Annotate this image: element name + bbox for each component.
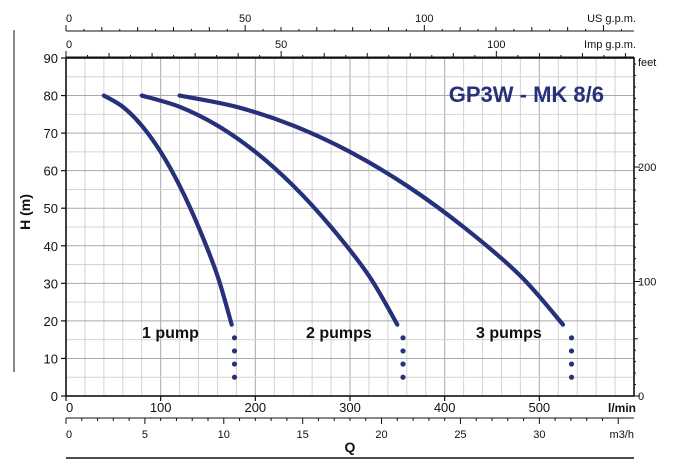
y-axis-title: H (m) [17, 194, 33, 230]
y-tick-label: 0 [51, 389, 58, 404]
y-tick-label: 40 [44, 239, 58, 254]
grid-layer [66, 58, 634, 396]
m3h-tick-label: 0 [66, 429, 72, 441]
m3h-unit: m3/h [610, 429, 634, 441]
x-tick-label: 100 [150, 400, 172, 415]
y-tick-label: 20 [44, 314, 58, 329]
y-tick-label: 10 [44, 351, 58, 366]
series-curve-3 [177, 93, 566, 327]
y-tick-label: 60 [44, 164, 58, 179]
feet-tick-label: 0 [638, 391, 644, 403]
series-curve-2 [139, 93, 400, 327]
series-label-1: 1 pump [142, 325, 199, 342]
series-drop-dot-3 [568, 374, 575, 380]
y-tick-label: 70 [44, 126, 58, 141]
x-axis-unit: l/min [608, 401, 636, 415]
x-axis-title: Q [345, 439, 356, 455]
imp-gpm-unit: Imp g.p.m. [584, 39, 636, 51]
series-drop-dot-1 [231, 374, 238, 380]
series-drop-dot-1 [231, 335, 238, 341]
x-tick-label: 400 [434, 400, 456, 415]
curves-layer [101, 93, 575, 380]
series-drop-dot-3 [568, 335, 575, 341]
x-tick-label: 0 [66, 400, 73, 415]
x-tick-label: 200 [244, 400, 266, 415]
us-gpm-tick-label: 50 [239, 13, 251, 25]
m3h-tick-label: 25 [454, 429, 466, 441]
series-drop-dot-2 [400, 374, 406, 380]
us-gpm-unit: US g.p.m. [587, 13, 636, 25]
series-drop-dot-3 [568, 348, 575, 354]
us-gpm-tick-label: 100 [415, 13, 433, 25]
us-gpm-tick-label: 0 [66, 13, 72, 25]
x-tick-label: 500 [528, 400, 550, 415]
imp-gpm-tick-label: 50 [275, 39, 287, 51]
series-drop-dot-2 [400, 361, 406, 367]
x-tick-label: 300 [339, 400, 361, 415]
labels-layer: GP3W - MK 8/6 H (m) Q l/min US g.p.m. Im… [17, 13, 656, 455]
imp-gpm-tick-label: 0 [66, 39, 72, 51]
m3h-tick-label: 30 [533, 429, 545, 441]
chart-title: GP3W - MK 8/6 [449, 82, 604, 107]
y-tick-label: 50 [44, 201, 58, 216]
m3h-tick-label: 20 [375, 429, 387, 441]
series-drop-dot-3 [568, 361, 575, 367]
m3h-tick-label: 10 [218, 429, 230, 441]
feet-unit: feet [638, 57, 656, 69]
series-drop-dot-1 [231, 348, 238, 354]
y-tick-label: 90 [44, 51, 58, 66]
series-drop-dot-2 [400, 335, 406, 341]
series-label-2: 2 pumps [306, 325, 372, 342]
y-tick-label: 30 [44, 276, 58, 291]
m3h-tick-label: 15 [297, 429, 309, 441]
m3h-tick-label: 5 [142, 429, 148, 441]
feet-tick-label: 100 [638, 277, 656, 289]
series-curve-1 [101, 93, 234, 327]
series-label-3: 3 pumps [476, 325, 542, 342]
series-drop-dot-1 [231, 361, 238, 367]
series-drop-dot-2 [400, 348, 406, 354]
y-tick-label: 80 [44, 89, 58, 104]
imp-gpm-tick-label: 100 [487, 39, 505, 51]
feet-tick-label: 200 [638, 162, 656, 174]
